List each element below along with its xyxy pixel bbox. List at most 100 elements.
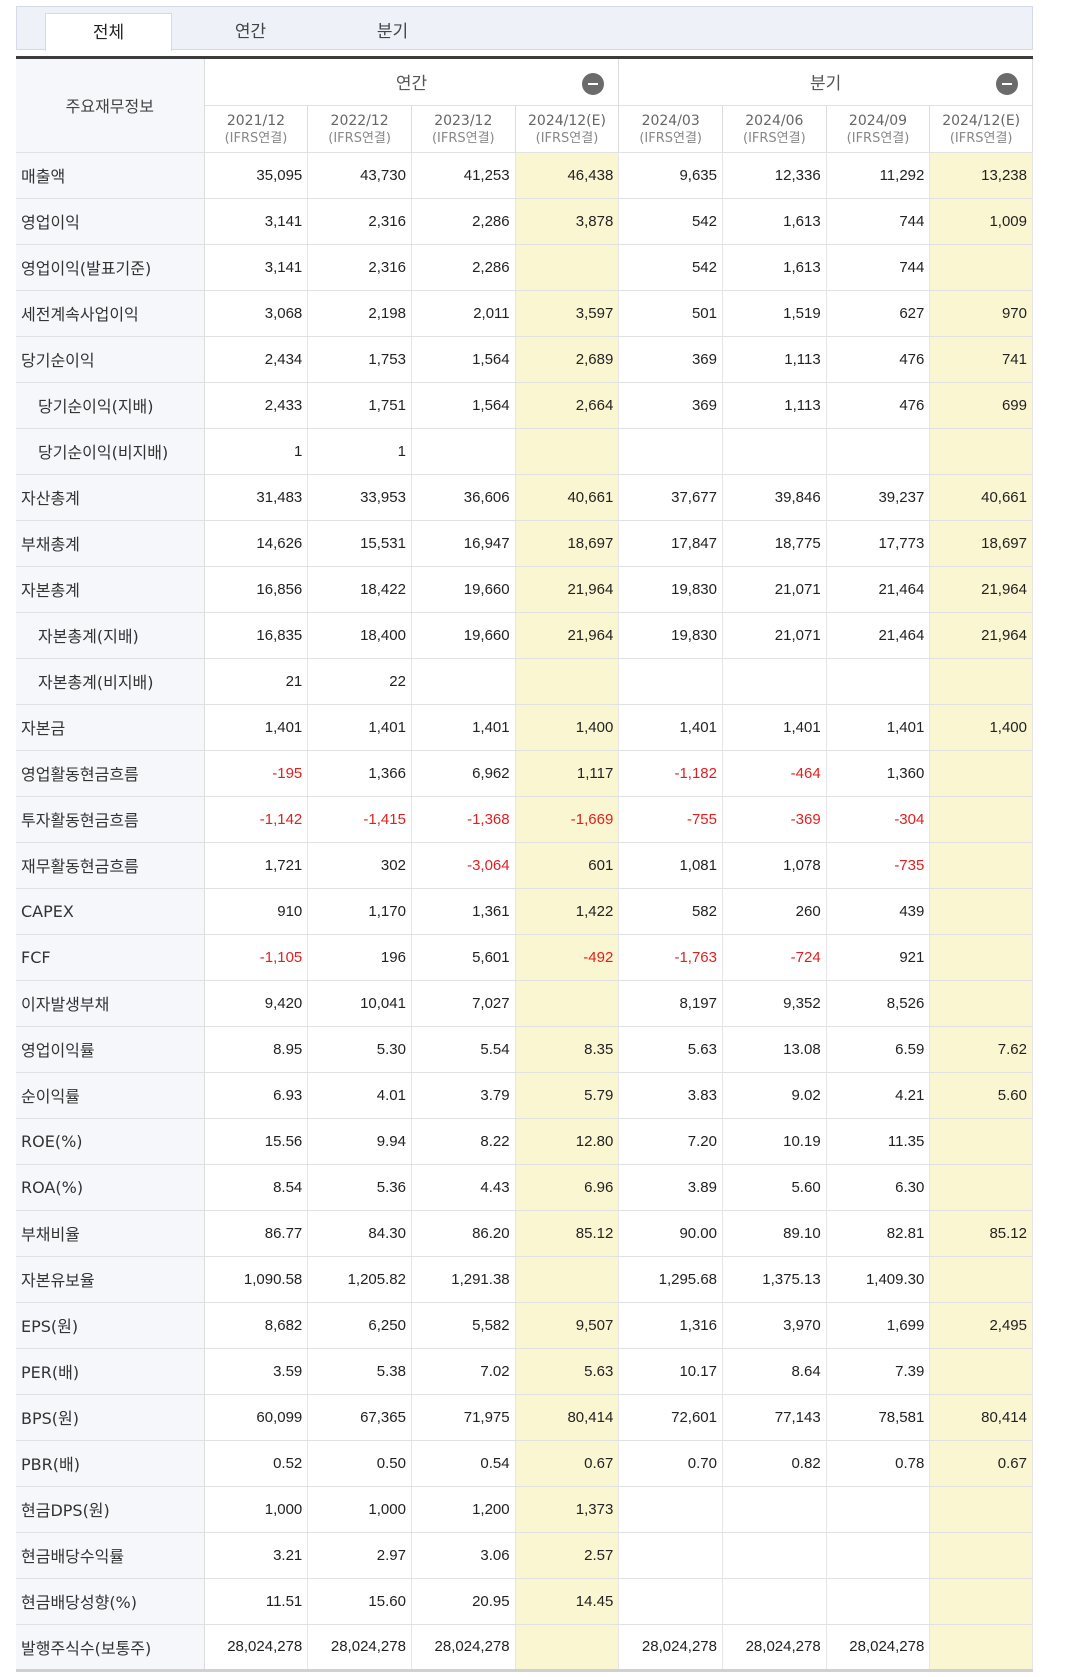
table-cell: -464 <box>722 750 827 797</box>
row-label: 영업이익률 <box>16 1026 205 1073</box>
table-cell <box>618 1578 723 1625</box>
table-cell: 1,117 <box>515 750 620 797</box>
table-cell <box>515 1256 620 1303</box>
table-cell: 18,400 <box>307 612 412 659</box>
table-row: 당기순이익(비지배) 1 1 <box>16 428 1033 475</box>
column-basis: (IFRS연결) <box>949 130 1013 146</box>
table-cell: 28,024,278 <box>307 1624 412 1672</box>
table-cell: 439 <box>826 888 931 935</box>
table-cell: 1,699 <box>826 1302 931 1349</box>
table-cell <box>618 428 723 475</box>
table-cell <box>411 658 516 705</box>
table-cell: 13,238 <box>929 152 1033 199</box>
table-cell: -1,182 <box>618 750 723 797</box>
table-cell: 15.60 <box>307 1578 412 1625</box>
table-cell: 21,964 <box>929 612 1033 659</box>
table-cell: 10.17 <box>618 1348 723 1395</box>
table-cell: 3.89 <box>618 1164 723 1211</box>
column-basis: (IFRS연결) <box>846 130 910 146</box>
table-cell: 2.97 <box>307 1532 412 1579</box>
table-cell: 1,373 <box>515 1486 620 1533</box>
table-cell: 1 <box>307 428 412 475</box>
table-cell <box>826 658 931 705</box>
table-cell <box>618 1486 723 1533</box>
column-period: 2022/12 <box>330 112 389 129</box>
table-cell <box>826 1532 931 1579</box>
table-cell: 1,401 <box>722 704 827 751</box>
table-row: FCF -1,105 196 5,601 -492 -1,763 -724 921 <box>16 934 1033 981</box>
table-cell: 7.62 <box>929 1026 1033 1073</box>
table-cell <box>618 1532 723 1579</box>
table-cell: -1,669 <box>515 796 620 843</box>
row-label: 재무활동현금흐름 <box>16 842 205 889</box>
table-cell: 6.59 <box>826 1026 931 1073</box>
table-cell: 369 <box>618 382 723 429</box>
row-label: 부채비율 <box>16 1210 205 1257</box>
row-label: FCF <box>16 934 205 981</box>
table-cell: 1,519 <box>722 290 827 337</box>
tab-quarterly[interactable]: 분기 <box>376 22 409 42</box>
table-cell <box>618 658 723 705</box>
table-cell: 1 <box>204 428 309 475</box>
tab-annual[interactable]: 연간 <box>234 22 267 42</box>
row-label: ROE(%) <box>16 1118 205 1165</box>
row-label: 현금배당성향(%) <box>16 1578 205 1625</box>
table-cell: 9,507 <box>515 1302 620 1349</box>
table-cell: 196 <box>307 934 412 981</box>
table-cell: 3,878 <box>515 198 620 245</box>
table-row: 매출액 35,095 43,730 41,253 46,438 9,635 12,336 11… <box>16 152 1033 199</box>
table-cell: 2,316 <box>307 244 412 291</box>
table-cell: 741 <box>929 336 1033 383</box>
row-label: 자본유보율 <box>16 1256 205 1303</box>
collapse-annual-icon[interactable] <box>582 73 605 95</box>
table-cell: 67,365 <box>307 1394 412 1441</box>
table-cell: 501 <box>618 290 723 337</box>
table-cell: -1,105 <box>204 934 309 981</box>
table-cell: 15.56 <box>204 1118 309 1165</box>
row-label: 순이익률 <box>16 1072 205 1119</box>
table-cell: 5.63 <box>515 1348 620 1395</box>
row-label: 자본총계 <box>16 566 205 613</box>
column-basis: (IFRS연결) <box>535 130 599 146</box>
table-cell <box>722 428 827 475</box>
table-cell: 6.93 <box>204 1072 309 1119</box>
table-cell <box>826 1578 931 1625</box>
table-cell: 0.54 <box>411 1440 516 1487</box>
table-cell: 2,198 <box>307 290 412 337</box>
table-cell: 15,531 <box>307 520 412 567</box>
column-header-row: 2021/12 (IFRS연결) 2022/12 (IFRS연결) 2023/12 (IF… <box>16 105 1033 153</box>
table-cell: 476 <box>826 382 931 429</box>
tab-all[interactable]: 전체 <box>45 13 172 51</box>
column-header: 2024/09 (IFRS연결) <box>826 105 931 153</box>
table-cell: -304 <box>826 796 931 843</box>
table-cell: 582 <box>618 888 723 935</box>
table-cell: 970 <box>929 290 1033 337</box>
table-cell: 31,483 <box>204 474 309 521</box>
table-cell: 2,689 <box>515 336 620 383</box>
table-cell: 46,438 <box>515 152 620 199</box>
table-cell: 28,024,278 <box>722 1624 827 1672</box>
table-cell: 8.64 <box>722 1348 827 1395</box>
table-cell: 39,237 <box>826 474 931 521</box>
table-row: 영업이익 3,141 2,316 2,286 3,878 542 1,613 744 1,009 <box>16 198 1033 245</box>
table-row: 영업활동현금흐름 -195 1,366 6,962 1,117 -1,182 -464 1,3… <box>16 750 1033 797</box>
table-row: 영업이익률 8.95 5.30 5.54 8.35 5.63 13.08 6.59 7.62 <box>16 1026 1033 1073</box>
table-cell: 7.39 <box>826 1348 931 1395</box>
table-cell: 6.30 <box>826 1164 931 1211</box>
table-cell: 12.80 <box>515 1118 620 1165</box>
table-cell: 18,697 <box>515 520 620 567</box>
table-cell: 21,964 <box>515 612 620 659</box>
table-cell <box>515 1624 620 1672</box>
table-cell: 9,352 <box>722 980 827 1027</box>
table-cell: 0.78 <box>826 1440 931 1487</box>
table-cell: 0.67 <box>515 1440 620 1487</box>
table-cell: 21,964 <box>929 566 1033 613</box>
collapse-quarterly-icon[interactable] <box>996 73 1018 95</box>
table-cell <box>411 428 516 475</box>
table-cell: -755 <box>618 796 723 843</box>
table-cell: 0.70 <box>618 1440 723 1487</box>
table-cell <box>515 658 620 705</box>
table-cell: 627 <box>826 290 931 337</box>
row-label: 자산총계 <box>16 474 205 521</box>
table-row: 투자활동현금흐름 -1,142 -1,415 -1,368 -1,669 -755 -369… <box>16 796 1033 843</box>
